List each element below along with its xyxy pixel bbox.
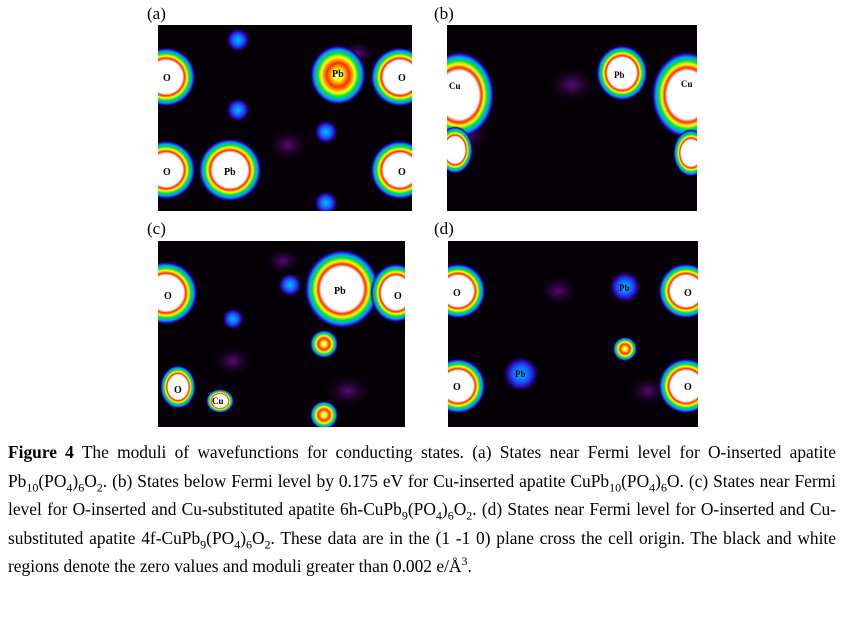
caption-fragment: 4: [234, 537, 241, 552]
atom-label: Pb: [614, 70, 625, 80]
caption-fragment: (PO: [621, 470, 650, 491]
caption-fragment: 4: [66, 480, 73, 495]
panel-a-map: O Pb O O Pb O: [158, 28, 412, 211]
atom-label: Cu: [681, 79, 693, 89]
panel-c: O Pb O O Cu: [158, 241, 405, 427]
caption-fragment: 10: [609, 480, 622, 495]
atom-label: Pb: [334, 286, 346, 297]
panel-d-map: O Pb O O Pb O: [448, 263, 698, 414]
caption-fragment: 2: [264, 537, 271, 552]
atom-label: Pb: [619, 283, 630, 293]
caption-fragment: 9: [401, 508, 408, 523]
caption-fragment: Pb: [8, 470, 27, 491]
caption-fragment: 6: [78, 480, 85, 495]
atom-label: O: [684, 382, 692, 393]
caption-fragment: 4: [649, 480, 656, 495]
caption-fragment: . (d) States near Fermi level for O-inse…: [8, 499, 836, 548]
panel-d: O Pb O O Pb O: [448, 241, 698, 427]
panel-label-a: (a): [147, 4, 166, 23]
atom-label: O: [174, 385, 182, 396]
caption-fragment: . (b) States below Fermi level by 0.175 …: [102, 470, 610, 491]
atom-label: O: [394, 291, 402, 302]
caption-fragment: . These data are in the (1 -1 0) plane c…: [8, 527, 836, 577]
caption-fragment: ): [240, 527, 246, 548]
atom-label: Pb: [515, 369, 526, 379]
atom-label: O: [398, 167, 406, 178]
atom-label: O: [163, 167, 171, 178]
caption-fragment: O: [251, 527, 265, 548]
caption-text: Pb10(PO4)6O2. (b) States below Fermi lev…: [8, 471, 836, 577]
caption-fragment: 6: [245, 537, 252, 552]
panel-b-map: Cu Pb Cu: [447, 45, 697, 177]
panel-a: O Pb O O Pb O: [158, 25, 412, 211]
caption-fragment: 2: [466, 508, 473, 523]
caption-lead: The moduli of wavefunctions for conducti…: [81, 442, 836, 462]
caption-fragment: (PO: [407, 499, 436, 520]
caption-fragment: O: [453, 499, 467, 520]
atom-label: O: [164, 291, 172, 302]
caption-fragment: 6: [447, 508, 454, 523]
caption-fragment: ): [655, 470, 661, 491]
caption-fragment: 4: [435, 508, 442, 523]
caption-fragment: O. (c) States near Fermi level for O-ins…: [8, 470, 836, 520]
caption-fragment: 10: [26, 480, 39, 495]
caption-fragment: (PO: [38, 470, 67, 491]
atom-label: O: [684, 288, 692, 299]
panel-label-c: (c): [147, 219, 166, 238]
atom-label: Pb: [224, 167, 236, 178]
panel-label-d: (d): [434, 219, 454, 238]
atom-label: Pb: [332, 69, 344, 80]
panel-label-b: (b): [434, 4, 454, 23]
caption-fragment: 3: [461, 554, 468, 569]
atom-label: O: [398, 73, 406, 84]
figure-caption: Figure 4 The moduli of wavefunctions for…: [8, 438, 836, 581]
atom-label: O: [163, 73, 171, 84]
atom-label: O: [453, 382, 461, 393]
caption-fragment: ): [441, 499, 448, 520]
caption-fragment: O: [84, 470, 97, 491]
caption-fragment: ): [72, 470, 79, 491]
panel-b: Cu Pb Cu: [447, 25, 697, 211]
caption-fragment: 6: [660, 480, 667, 495]
caption-fragment: 2: [96, 480, 103, 495]
atom-label: Cu: [212, 396, 224, 406]
panel-c-map: O Pb O O Cu: [158, 247, 405, 427]
caption-fragment: (PO: [206, 527, 235, 548]
figure-number: Figure 4: [8, 442, 74, 462]
caption-fragment: .: [467, 556, 472, 577]
caption-fragment: 9: [200, 537, 207, 552]
atom-label: Cu: [449, 81, 461, 91]
atom-label: O: [453, 288, 461, 299]
